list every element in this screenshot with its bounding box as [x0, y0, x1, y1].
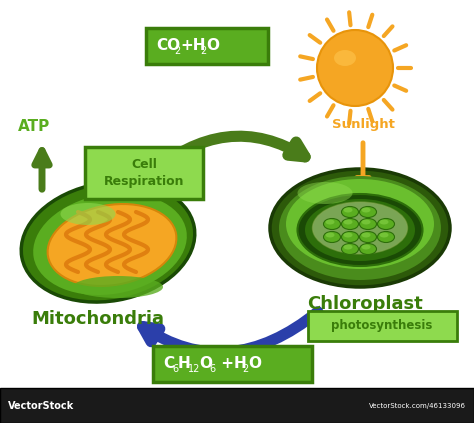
FancyArrowPatch shape — [147, 136, 305, 176]
Ellipse shape — [362, 208, 371, 212]
Text: CO: CO — [156, 38, 180, 53]
Ellipse shape — [362, 220, 371, 225]
Ellipse shape — [323, 219, 340, 230]
Ellipse shape — [359, 231, 376, 242]
Ellipse shape — [279, 176, 441, 280]
Ellipse shape — [377, 231, 394, 242]
Text: Chloroplast: Chloroplast — [307, 295, 423, 313]
Ellipse shape — [359, 219, 376, 230]
Ellipse shape — [380, 220, 389, 225]
Ellipse shape — [73, 276, 163, 298]
Text: O: O — [248, 357, 261, 371]
Ellipse shape — [344, 233, 353, 237]
Ellipse shape — [270, 169, 450, 287]
Ellipse shape — [341, 231, 358, 242]
Text: C: C — [163, 357, 174, 371]
Ellipse shape — [344, 208, 353, 212]
Ellipse shape — [359, 244, 376, 255]
FancyBboxPatch shape — [85, 147, 203, 199]
Ellipse shape — [362, 233, 371, 237]
Ellipse shape — [323, 231, 340, 242]
FancyBboxPatch shape — [308, 311, 457, 341]
Ellipse shape — [47, 204, 176, 286]
Ellipse shape — [298, 194, 422, 266]
Ellipse shape — [305, 199, 415, 261]
Text: Mitochondria: Mitochondria — [31, 310, 164, 328]
FancyArrowPatch shape — [143, 312, 318, 352]
Text: O: O — [206, 38, 219, 53]
Ellipse shape — [298, 182, 353, 204]
Ellipse shape — [21, 182, 195, 302]
Text: ATP: ATP — [18, 119, 50, 134]
Text: O: O — [199, 357, 212, 371]
FancyBboxPatch shape — [0, 388, 474, 423]
Text: 2: 2 — [242, 364, 248, 374]
Text: Sunlight: Sunlight — [331, 118, 394, 131]
Text: H: H — [178, 357, 191, 371]
Text: 6: 6 — [209, 364, 215, 374]
Ellipse shape — [362, 244, 371, 250]
Ellipse shape — [359, 206, 376, 217]
FancyBboxPatch shape — [153, 346, 312, 382]
Text: Cell
Respiration: Cell Respiration — [104, 159, 184, 187]
Ellipse shape — [326, 233, 335, 237]
FancyBboxPatch shape — [146, 28, 268, 64]
Ellipse shape — [326, 220, 335, 225]
Ellipse shape — [341, 206, 358, 217]
Ellipse shape — [380, 233, 389, 237]
Ellipse shape — [61, 203, 116, 225]
Ellipse shape — [377, 219, 394, 230]
Ellipse shape — [334, 50, 356, 66]
Ellipse shape — [33, 193, 187, 295]
Circle shape — [317, 30, 393, 106]
Ellipse shape — [312, 202, 408, 254]
Ellipse shape — [344, 220, 353, 225]
Ellipse shape — [344, 244, 353, 250]
Text: 12: 12 — [188, 364, 201, 374]
Text: VectorStock.com/46133096: VectorStock.com/46133096 — [369, 403, 466, 409]
Ellipse shape — [341, 219, 358, 230]
Text: VectorStock: VectorStock — [8, 401, 74, 411]
Ellipse shape — [341, 244, 358, 255]
Ellipse shape — [286, 179, 434, 269]
Text: +H: +H — [216, 357, 247, 371]
Text: 6: 6 — [172, 364, 178, 374]
Text: 2: 2 — [174, 46, 180, 56]
Text: +H: +H — [180, 38, 206, 53]
Text: 2: 2 — [200, 46, 206, 56]
Text: photosynthesis: photosynthesis — [331, 319, 433, 332]
